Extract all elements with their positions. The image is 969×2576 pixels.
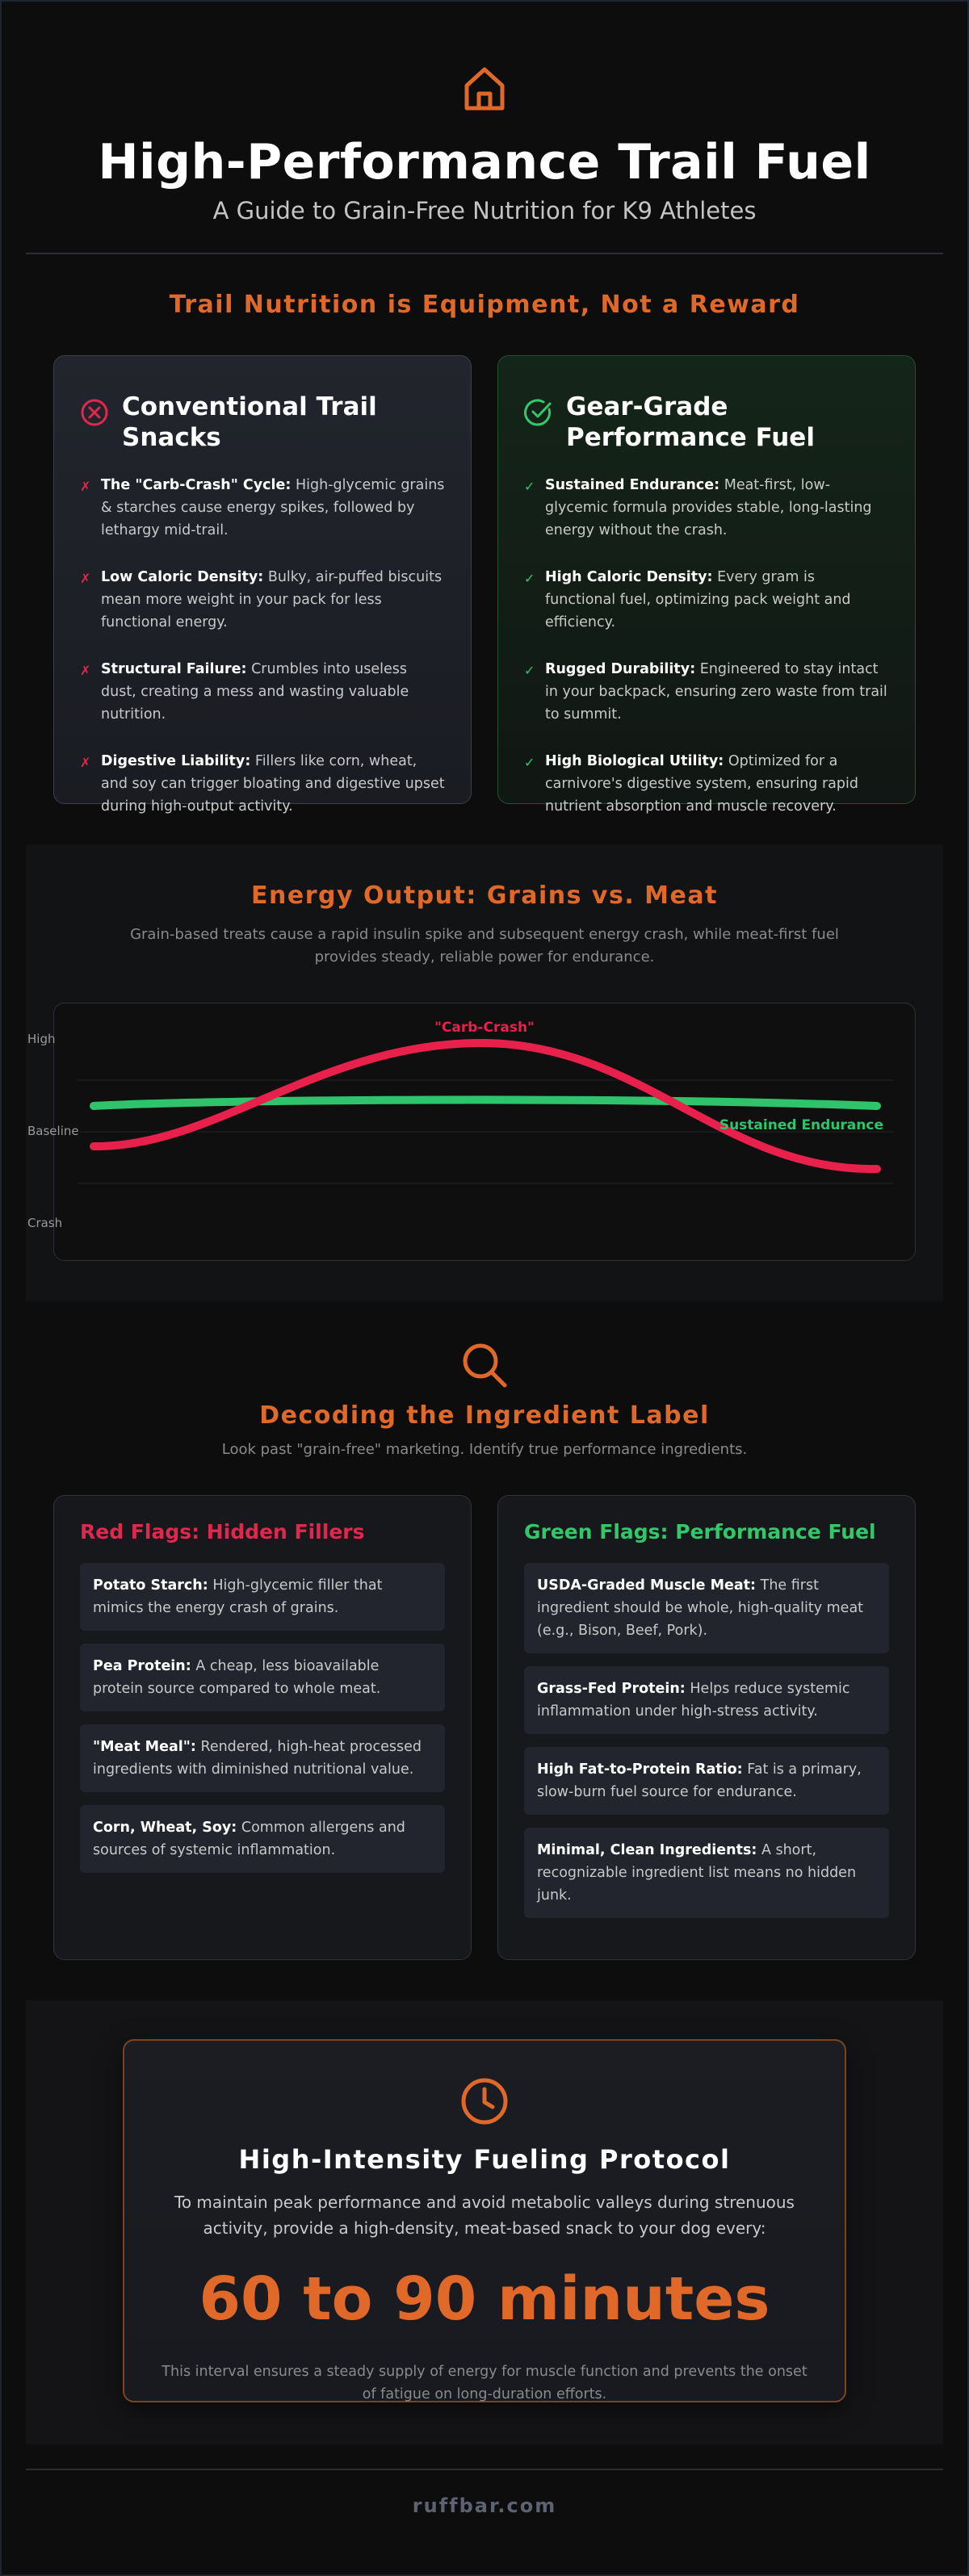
list-item: ✗ The "Carb-Crash" Cycle: High-glycemic g… xyxy=(80,474,445,542)
comparison-title: Trail Nutrition is Equipment, Not a Rewa… xyxy=(169,291,800,319)
item-text: Engineered to stay intact in your backpa… xyxy=(545,661,887,723)
check-mark-icon: ✓ xyxy=(524,571,535,586)
item-label: USDA-Graded Muscle Meat: xyxy=(537,1577,757,1594)
list-item: ✗ Low Caloric Density: Bulky, air-puffed … xyxy=(80,566,445,634)
item-label: Potato Starch: xyxy=(93,1577,208,1594)
list-item: ✗ Digestive Liability: Fillers like corn,… xyxy=(80,750,445,818)
list-item: Minimal, Clean Ingredients: A short, rec… xyxy=(524,1828,889,1918)
list-item: ✓ High Biological Utility: Optimized for … xyxy=(524,750,889,818)
item-text: The first ingredient should be whole, hi… xyxy=(537,1577,864,1639)
page-title: High-Performance Trail Fuel xyxy=(98,134,871,191)
page-header: High-Performance Trail Fuel A Guide to G… xyxy=(0,65,969,224)
sustained-endurance-line xyxy=(90,1095,881,1110)
item-label: Grass-Fed Protein: xyxy=(537,1681,686,1697)
item-label: "Meat Meal": xyxy=(93,1739,196,1755)
item-text: Rendered, high-heat processed ingredient… xyxy=(93,1739,422,1778)
green-flags-title: Green Flags: Performance Fuel xyxy=(524,1520,876,1544)
home-icon xyxy=(464,67,505,111)
x-mark-icon: ✗ xyxy=(80,663,91,678)
item-text: Every gram is functional fuel, optimizin… xyxy=(545,569,851,630)
carb-crash-line xyxy=(90,1038,881,1174)
item-text: Fat is a primary, slow-burn fuel source … xyxy=(537,1761,862,1800)
item-text: Meat-first, low-glycemic formula provide… xyxy=(545,477,872,538)
footer-divider xyxy=(26,2469,943,2470)
ingredients-subtitle: Look past "grain-free" marketing. Identi… xyxy=(221,1441,748,1458)
ingredients-title: Decoding the Ingredient Label xyxy=(259,1401,710,1430)
item-label: Sustained Endurance: xyxy=(545,477,720,493)
y-label-baseline: Baseline xyxy=(27,1124,79,1138)
list-item: ✓ Sustained Endurance: Meat-first, low-gl… xyxy=(524,474,889,542)
item-label: Minimal, Clean Ingredients: xyxy=(537,1842,757,1858)
energy-title: Energy Output: Grains vs. Meat xyxy=(251,882,718,910)
list-item: ✓ Rugged Durability: Engineered to stay i… xyxy=(524,658,889,726)
energy-chart-plot: "Carb-Crash" Sustained Endurance xyxy=(78,1020,893,1184)
protocol-interval: 60 to 90 minutes xyxy=(199,2264,770,2334)
item-text: High-glycemic grains & starches cause en… xyxy=(101,477,445,538)
list-item: High Fat-to-Protein Ratio: Fat is a prim… xyxy=(524,1747,889,1815)
energy-subtitle: Grain-based treats cause a rapid insulin… xyxy=(130,926,839,965)
item-label: High Caloric Density: xyxy=(545,569,713,585)
check-circle-icon xyxy=(524,399,552,426)
divider xyxy=(26,253,943,254)
search-icon xyxy=(463,1343,507,1388)
sustained-endurance-label: Sustained Endurance xyxy=(719,1117,883,1133)
x-mark-icon: ✗ xyxy=(80,755,91,770)
list-item: "Meat Meal": Rendered, high-heat process… xyxy=(80,1724,445,1792)
protocol-note: This interval ensures a steady supply of… xyxy=(162,2364,808,2402)
item-text: Optimized for a carnivore's digestive sy… xyxy=(545,753,858,815)
item-text: Bulky, air-puffed biscuits mean more wei… xyxy=(101,569,443,630)
y-label-high: High xyxy=(27,1032,56,1046)
performance-card-title: Gear-Grade Performance Fuel xyxy=(566,392,815,452)
item-label: The "Carb-Crash" Cycle: xyxy=(101,477,292,493)
protocol-card: High-Intensity Fueling Protocol To maint… xyxy=(123,2039,846,2402)
conventional-card: Conventional Trail Snacks ✗ The "Carb-Cra… xyxy=(53,355,472,815)
list-item: ✗ Structural Failure: Crumbles into usele… xyxy=(80,658,445,726)
item-label: Low Caloric Density: xyxy=(101,569,264,585)
item-label: High Biological Utility: xyxy=(545,753,724,769)
conventional-card-header: Conventional Trail Snacks xyxy=(80,392,445,453)
list-item: USDA-Graded Muscle Meat: The first ingre… xyxy=(524,1563,889,1653)
check-mark-icon: ✓ xyxy=(524,663,535,678)
performance-list: ✓ Sustained Endurance: Meat-first, low-gl… xyxy=(524,474,889,818)
carb-crash-label: "Carb-Crash" xyxy=(434,1020,535,1036)
performance-card-header: Gear-Grade Performance Fuel xyxy=(524,392,889,453)
item-label: Pea Protein: xyxy=(93,1658,191,1674)
green-flags-card: Green Flags: Performance Fuel USDA-Grade… xyxy=(497,1495,916,1960)
y-label-crash: Crash xyxy=(27,1216,63,1230)
red-flags-title: Red Flags: Hidden Fillers xyxy=(80,1520,365,1544)
clock-icon xyxy=(461,2078,508,2125)
list-item: Corn, Wheat, Soy: Common allergens and s… xyxy=(80,1805,445,1873)
list-item: ✓ High Caloric Density: Every gram is fun… xyxy=(524,566,889,634)
item-text: Common allergens and sources of systemic… xyxy=(93,1820,405,1858)
check-mark-icon: ✓ xyxy=(524,479,535,494)
item-label: Structural Failure: xyxy=(101,661,247,677)
list-item: Grass-Fed Protein: Helps reduce systemic… xyxy=(524,1666,889,1734)
item-text: Fillers like corn, wheat, and soy can tr… xyxy=(101,753,445,815)
conventional-list: ✗ The "Carb-Crash" Cycle: High-glycemic g… xyxy=(80,474,445,818)
protocol-title: High-Intensity Fueling Protocol xyxy=(238,2144,731,2175)
x-circle-icon xyxy=(81,399,108,426)
page-subtitle: A Guide to Grain-Free Nutrition for K9 A… xyxy=(212,197,757,224)
check-mark-icon: ✓ xyxy=(524,755,535,770)
item-label: Rugged Durability: xyxy=(545,661,696,677)
list-item: Potato Starch: High-glycemic filler that… xyxy=(80,1563,445,1631)
x-mark-icon: ✗ xyxy=(80,479,91,494)
protocol-text: To maintain peak performance and avoid m… xyxy=(174,2193,795,2238)
x-mark-icon: ✗ xyxy=(80,571,91,586)
item-label: Corn, Wheat, Soy: xyxy=(93,1820,237,1836)
item-text: A short, recognizable ingredient list me… xyxy=(537,1842,857,1904)
item-text: Crumbles into useless dust, creating a m… xyxy=(101,661,409,723)
list-item: Pea Protein: A cheap, less bioavailable … xyxy=(80,1644,445,1711)
conventional-card-title: Conventional Trail Snacks xyxy=(122,392,377,452)
item-text: A cheap, less bioavailable protein sourc… xyxy=(93,1658,381,1697)
item-label: High Fat-to-Protein Ratio: xyxy=(537,1761,743,1778)
item-text: High-glycemic filler that mimics the ene… xyxy=(93,1577,383,1616)
footer-site: ruffbar.com xyxy=(412,2494,557,2517)
performance-card: Gear-Grade Performance Fuel ✓ Sustained E… xyxy=(497,355,916,815)
item-label: Digestive Liability: xyxy=(101,753,251,769)
red-flags-card: Red Flags: Hidden Fillers Potato Starch:… xyxy=(53,1495,472,1960)
item-text: Helps reduce systemic inflammation under… xyxy=(537,1681,850,1719)
